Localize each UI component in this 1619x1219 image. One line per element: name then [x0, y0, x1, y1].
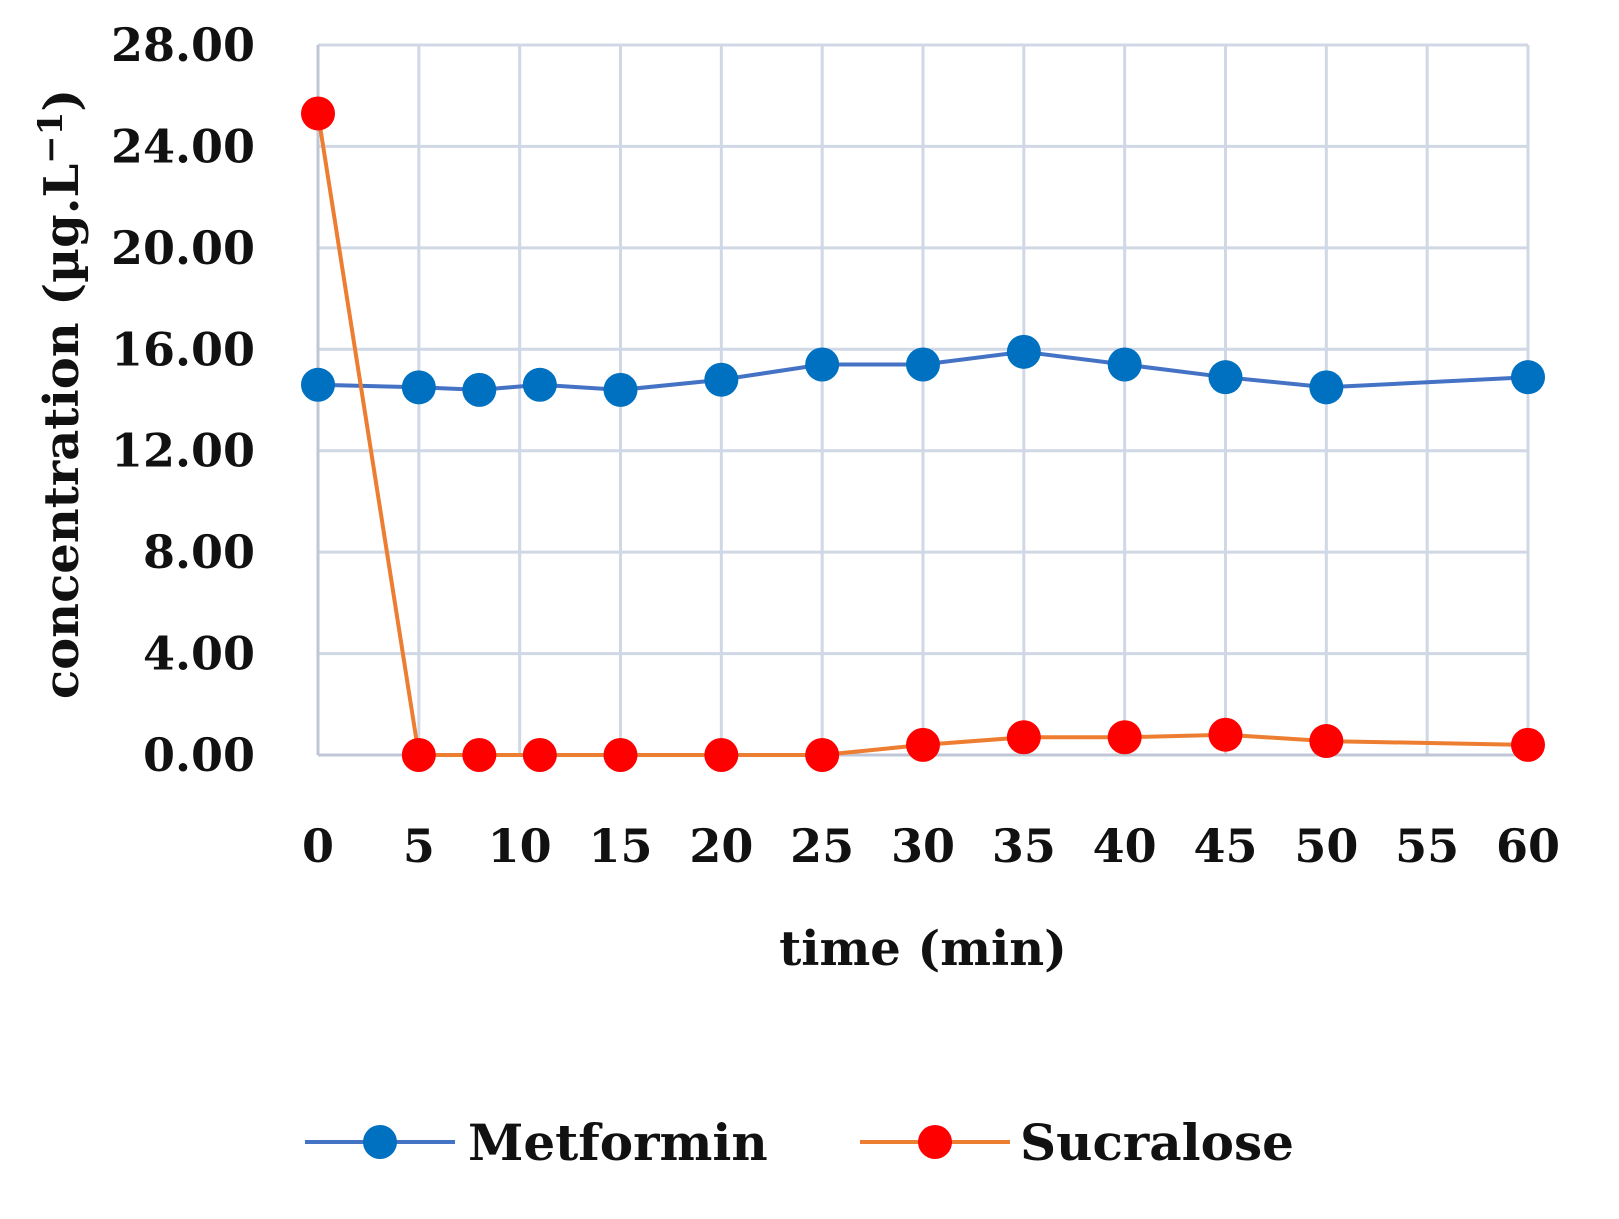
x-tick-label: 40 [1093, 819, 1157, 873]
data-point-metformin [603, 372, 638, 407]
x-tick-label: 10 [488, 819, 552, 873]
y-tick-label: 28.00 [111, 18, 255, 72]
x-axis-title: time (min) [779, 921, 1067, 977]
y-tick-label: 8.00 [143, 525, 255, 579]
data-point-metformin [1208, 360, 1243, 395]
data-point-sucralose [1107, 720, 1142, 755]
legend-marker [918, 1125, 952, 1159]
data-point-sucralose [301, 96, 335, 131]
x-tick-label: 50 [1294, 819, 1358, 873]
y-tick-label: 24.00 [111, 119, 255, 173]
data-point-metformin [906, 347, 940, 382]
x-tick-label: 55 [1395, 819, 1459, 873]
data-point-sucralose [1006, 720, 1041, 755]
series-metformin [301, 334, 1545, 407]
y-tick-label: 12.00 [111, 424, 255, 478]
x-tick-label: 0 [302, 819, 334, 873]
data-point-metformin [401, 370, 436, 405]
data-point-metformin [462, 372, 497, 407]
y-axis-title-superscript: −1 [31, 112, 71, 164]
y-tick-label: 16.00 [111, 322, 255, 376]
data-point-sucralose [522, 738, 557, 772]
x-tick-label: 35 [992, 819, 1056, 873]
legend-item-metformin: Metformin [305, 1113, 768, 1172]
legend-item-sucralose: Sucralose [860, 1113, 1294, 1172]
y-tick-label: 20.00 [111, 221, 255, 275]
x-tick-label: 20 [689, 819, 753, 873]
y-tick-label: 0.00 [143, 728, 255, 782]
y-axis-title: concentration (µg.L−1) [31, 89, 90, 699]
data-point-sucralose [1208, 717, 1243, 752]
data-point-sucralose [603, 738, 638, 772]
data-point-metformin [1309, 370, 1344, 405]
data-point-metformin [522, 367, 557, 402]
data-point-metformin [1006, 334, 1041, 369]
x-tick-label: 30 [891, 819, 955, 873]
data-point-sucralose [704, 738, 739, 772]
x-tick-label: 15 [588, 819, 652, 873]
grid [316, 43, 1530, 757]
x-tick-label: 60 [1496, 819, 1560, 873]
series [301, 96, 1545, 772]
y-tick-label: 4.00 [143, 627, 255, 681]
data-point-sucralose [906, 727, 940, 762]
series-sucralose [301, 96, 1545, 772]
data-point-metformin [704, 362, 739, 397]
legend: Metformin Sucralose [305, 1113, 1294, 1172]
legend-label: Sucralose [1020, 1113, 1294, 1172]
y-axis-title-main: concentration (µg.L [34, 164, 90, 699]
data-point-sucralose [462, 738, 497, 772]
y-axis-title-close: ) [34, 89, 90, 112]
x-tick-label: 5 [403, 819, 435, 873]
x-tick-label: 45 [1193, 819, 1257, 873]
data-point-metformin [1511, 360, 1545, 395]
data-point-metformin [805, 347, 840, 382]
legend-marker [363, 1125, 397, 1159]
legend-label: Metformin [468, 1113, 768, 1172]
data-point-sucralose [805, 738, 840, 772]
data-point-metformin [1107, 347, 1142, 382]
data-point-sucralose [401, 738, 436, 772]
data-point-sucralose [1309, 724, 1344, 759]
data-point-sucralose [1511, 727, 1545, 762]
data-point-metformin [301, 367, 335, 402]
x-tick-label: 25 [790, 819, 854, 873]
